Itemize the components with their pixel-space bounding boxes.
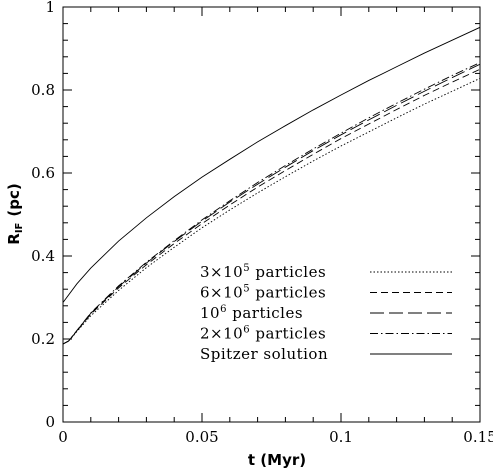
y-axis-label: RIF (pc) [5,183,25,244]
y-tick-label: 0 [45,413,55,431]
y-tick-label: 0.6 [31,164,55,182]
series-line-3 [63,63,480,345]
x-axis-label: t (Myr) [248,451,306,469]
legend-label-suffix: particles [250,284,326,302]
legend-label-suffix: particles [250,263,326,281]
legend-label-suffix: particles [250,325,326,343]
y-axis-label-sub: IF [14,223,25,234]
legend-label-suffix: particles [227,304,303,322]
x-tick-label: 0 [58,428,68,446]
x-tick-label: 0.05 [185,428,218,446]
legend-label: Spitzer solution [200,345,328,363]
legend-label: 106 particles [200,304,303,322]
legend-label: 6×105 particles [200,284,326,302]
y-tick-label: 1 [45,0,55,16]
legend-item: Spitzer solution [200,345,452,363]
tick-labels: 0 0.05 0.1 0.15 0 0.2 0.4 0.6 0.8 1 [31,0,493,446]
legend-label-sup: 6 [220,304,227,315]
legend-label-text: 6×10 [200,284,243,302]
legend-label-text: 2×10 [200,325,243,343]
legend-label-sup: 6 [243,325,250,336]
series-layer [63,26,480,345]
legend-label-sup: 5 [243,284,250,295]
series-line-2 [63,68,480,345]
plot-frame [62,6,481,423]
legend-item: 3×105 particles [200,263,452,281]
legend-label-text: 3×10 [200,263,243,281]
y-tick-label: 0.4 [31,247,55,265]
axis-ticks [62,6,481,423]
series-line-4 [63,62,480,345]
y-tick-label: 0.2 [31,330,55,348]
y-axis-label-unit: (pc) [5,183,23,216]
y-tick-label: 0.8 [31,81,55,99]
legend-label: 2×106 particles [200,325,326,343]
legend-label-text: Spitzer solution [200,345,328,363]
legend-item: 6×105 particles [200,284,452,302]
series-line-5 [63,26,480,303]
x-tick-label: 0.15 [463,428,493,446]
legend-item: 2×106 particles [200,325,452,343]
legend-item: 106 particles [200,304,452,322]
legend-label: 3×105 particles [200,263,326,281]
legend-label-sup: 5 [243,263,250,274]
y-axis-label-main: R [5,233,23,245]
legend-label-text: 10 [200,304,220,322]
x-tick-label: 0.1 [329,428,353,446]
